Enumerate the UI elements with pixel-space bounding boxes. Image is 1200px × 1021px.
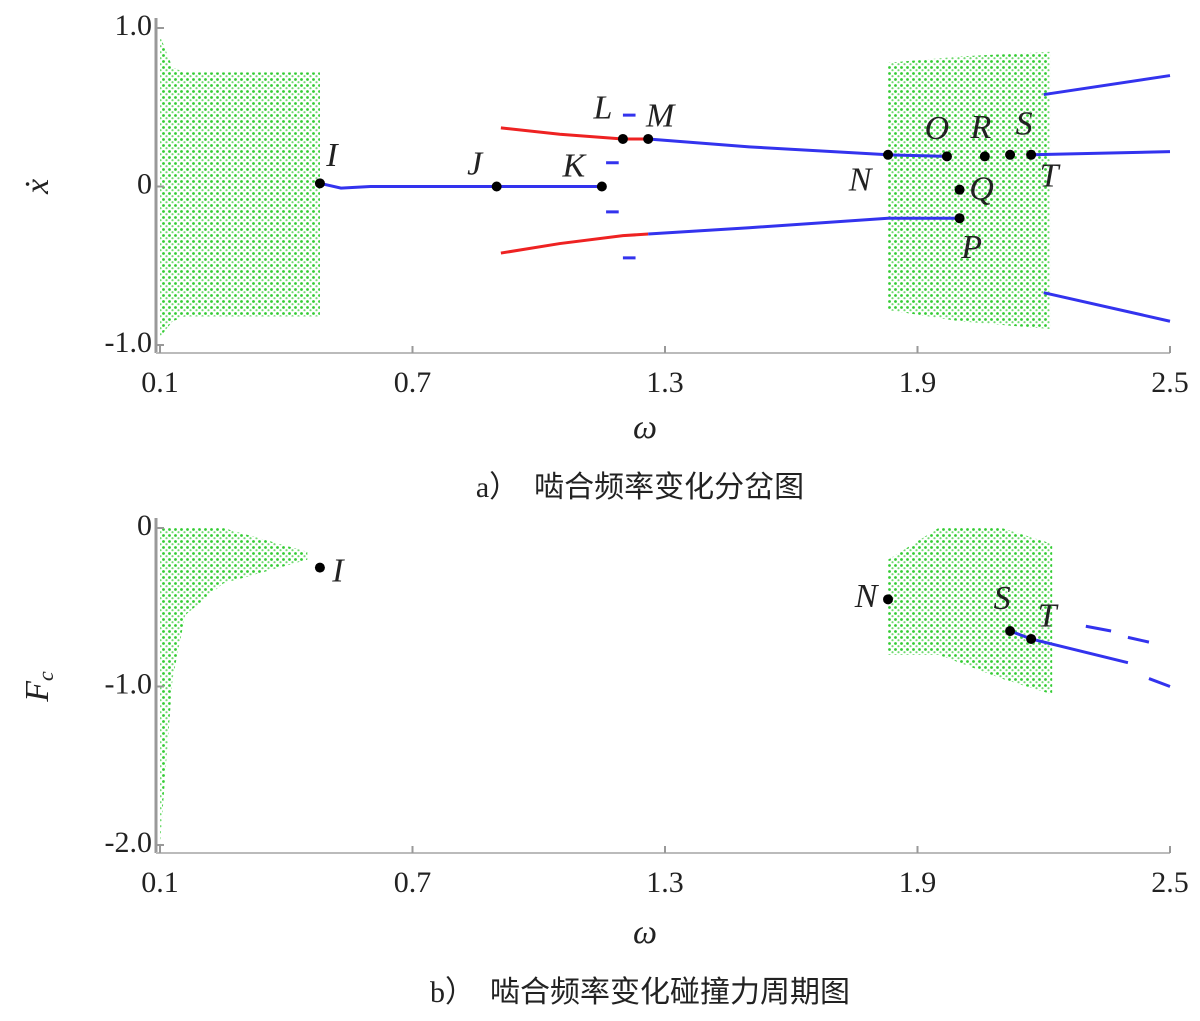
point-label: I	[325, 137, 339, 174]
bifurcation-point	[643, 133, 654, 144]
bifurcation-point	[941, 151, 952, 162]
caption: a） 啮合频率变化分岔图	[476, 471, 804, 504]
x-tick-label: 1.3	[646, 366, 684, 399]
bifurcation-point	[1026, 633, 1037, 644]
point-label: S	[994, 580, 1011, 617]
x-tick-label: 1.9	[899, 366, 937, 399]
bifurcation-point	[617, 133, 628, 144]
bifurcation-point	[979, 151, 990, 162]
chaos-region	[888, 528, 1053, 695]
bifurcation-point	[1026, 149, 1037, 160]
y-tick-label: 0	[137, 509, 152, 542]
point-label: O	[925, 110, 950, 147]
x-tick-label: 1.9	[899, 866, 937, 899]
bifurcation-point	[883, 149, 894, 160]
x-tick-label: 0.1	[141, 866, 179, 899]
branch-line	[500, 126, 649, 141]
y-axis-label: ẋ	[19, 179, 56, 195]
chaos-region	[888, 51, 1051, 330]
point-label: N	[854, 578, 880, 615]
bifurcation-point	[954, 213, 965, 224]
point-label: R	[969, 109, 991, 146]
bifurcation-point	[1005, 626, 1016, 637]
bifurcation-point	[596, 181, 607, 192]
point-label: L	[592, 90, 612, 127]
point-label: M	[645, 98, 676, 135]
x-tick-label: 0.1	[141, 366, 179, 399]
chaos-region	[160, 528, 308, 845]
branch-line	[648, 137, 947, 158]
bifurcation-point	[954, 184, 965, 195]
bifurcation-point	[883, 594, 894, 605]
branch-line	[1043, 291, 1171, 323]
y-tick-label: 1.0	[115, 9, 153, 42]
bifurcation-point	[314, 178, 325, 189]
y-tick-label: -1.0	[105, 667, 153, 700]
y-tick-label: -1.0	[105, 326, 153, 359]
bifurcation-point	[491, 181, 502, 192]
point-label: S	[1016, 106, 1033, 143]
y-axis-label: Fc	[19, 671, 58, 703]
y-axis-label-sub: c	[33, 671, 58, 681]
branch-line	[1031, 150, 1171, 157]
x-tick-label: 1.3	[646, 866, 684, 899]
point-label: T	[1038, 598, 1059, 635]
point-label: Q	[969, 170, 994, 207]
x-tick-label: 2.5	[1151, 366, 1189, 399]
point-label: K	[562, 147, 588, 184]
chaos-region	[160, 35, 320, 338]
branch-line	[1085, 624, 1150, 644]
x-tick-label: 2.5	[1151, 866, 1189, 899]
x-axis-label: ω	[633, 409, 657, 446]
point-label: P	[960, 229, 982, 266]
y-tick-label: -2.0	[105, 826, 153, 859]
x-tick-label: 0.7	[394, 866, 432, 899]
point-label: J	[467, 145, 484, 182]
caption: b） 啮合频率变化碰撞力周期图	[430, 976, 850, 1009]
branch-line	[319, 181, 602, 190]
bifurcation-point	[1005, 149, 1016, 160]
point-label: T	[1040, 158, 1061, 195]
point-label: I	[331, 552, 345, 589]
branch-line	[648, 216, 960, 236]
point-label: N	[848, 162, 874, 199]
bifurcation-point	[314, 562, 325, 573]
y-tick-label: 0	[137, 167, 152, 200]
branch-line	[606, 113, 636, 260]
branch-line	[500, 232, 649, 255]
branch-line	[1043, 74, 1171, 97]
x-tick-label: 0.7	[394, 366, 432, 399]
x-axis-label: ω	[633, 914, 657, 951]
